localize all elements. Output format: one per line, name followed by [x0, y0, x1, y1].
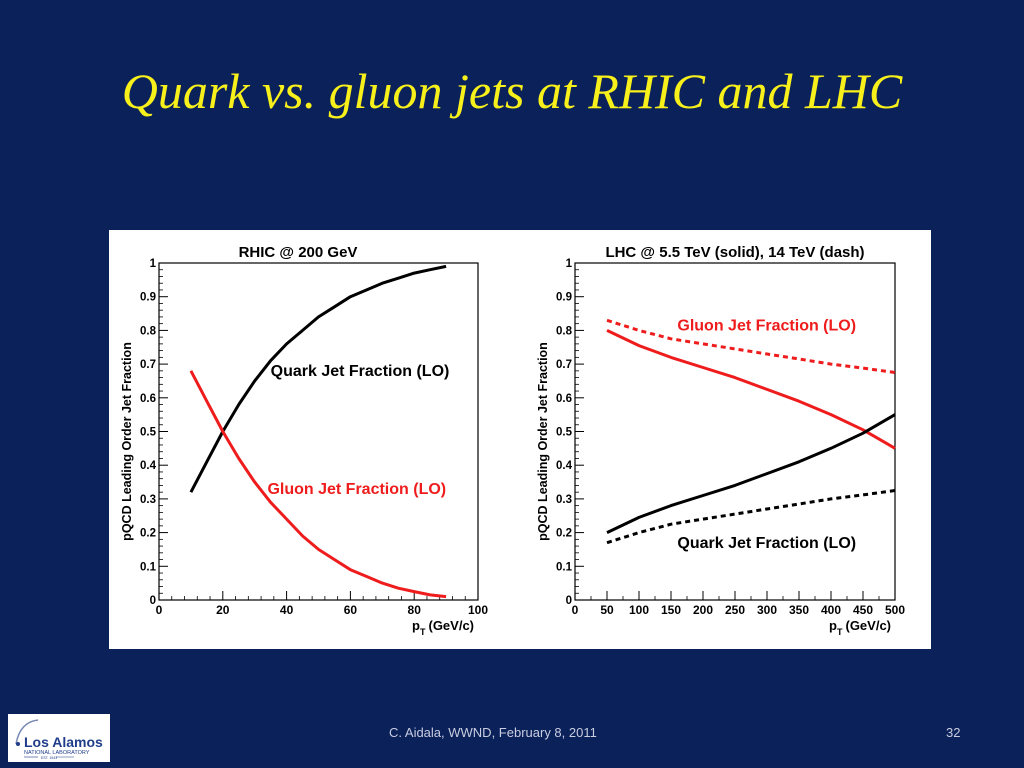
- chart-title: LHC @ 5.5 TeV (solid), 14 TeV (dash): [605, 244, 864, 261]
- logo-graphic: Los Alamos NATIONAL LABORATORY EST. 1943: [15, 719, 103, 760]
- logo-arc-icon: [15, 719, 39, 745]
- x-tick-label: 300: [757, 603, 777, 617]
- logo-text-main: Los Alamos: [24, 734, 103, 750]
- slide-title: Quark vs. gluon jets at RHIC and LHC: [121, 63, 903, 119]
- x-tick-label: 450: [853, 603, 873, 617]
- y-tick-label: 0.8: [140, 325, 157, 337]
- chart-2: 0 0.1 0.2 0.3 0.4 0.5 0.6 0.7 0.8 0.9 1 0 50 100 150 20…: [536, 244, 905, 637]
- series-line: [606, 329, 896, 450]
- x-tick-label: 60: [344, 603, 358, 617]
- y-tick-label: 0.2: [140, 528, 156, 540]
- y-tick-label: 0.1: [556, 561, 573, 573]
- series-line: [606, 318, 896, 374]
- series-annotation: Quark Jet Fraction (LO): [677, 535, 856, 552]
- y-tick-label: 0.3: [556, 494, 572, 506]
- y-tick-label: 0.1: [140, 561, 157, 573]
- y-tick-label: 0.9: [140, 292, 156, 304]
- y-tick-label: 0.8: [556, 325, 573, 337]
- x-axis-label: pT (GeV/c): [412, 618, 474, 637]
- series-line: [189, 264, 447, 493]
- x-tick-label: 40: [280, 603, 294, 617]
- x-tick-label: 100: [629, 603, 649, 617]
- logo-text-est: EST. 1943: [41, 756, 57, 760]
- figure-panel: 0 0.1 0.2 0.3 0.4 0.5 0.6 0.7 0.8 0.9 1 0 20 40 60 80 10…: [109, 230, 931, 649]
- x-tick-label: 20: [216, 603, 230, 617]
- y-tick-label: 0.5: [140, 427, 157, 439]
- y-tick-label: 0.6: [556, 393, 572, 405]
- y-tick-label: 0: [150, 595, 156, 607]
- footer-credit: C. Aidala, WWND, February 8, 2011: [389, 725, 597, 740]
- x-tick-label: 350: [789, 603, 809, 617]
- series-line: [606, 489, 896, 545]
- los-alamos-logo: Los Alamos NATIONAL LABORATORY EST. 1943: [8, 714, 110, 762]
- series-line: [606, 413, 896, 534]
- series-annotation: Gluon Jet Fraction (LO): [677, 317, 856, 334]
- y-tick-label: 0.6: [140, 393, 156, 405]
- y-tick-label: 0.4: [140, 460, 157, 472]
- logo-dot-icon: [16, 742, 20, 746]
- y-tick-label: 0: [566, 595, 572, 607]
- y-tick-label: 0.5: [556, 427, 573, 439]
- chart-title: RHIC @ 200 GeV: [239, 244, 358, 261]
- chart-1: 0 0.1 0.2 0.3 0.4 0.5 0.6 0.7 0.8 0.9 1 0 20 40 60 80 10…: [120, 244, 488, 637]
- y-tick-label: 0.3: [140, 494, 156, 506]
- y-tick-label: 0.2: [556, 528, 572, 540]
- x-tick-label: 250: [725, 603, 745, 617]
- y-tick-label: 0.4: [556, 460, 573, 472]
- series-line: [189, 370, 447, 599]
- x-axis-label: pT (GeV/c): [829, 618, 891, 637]
- y-axis-label: pQCD Leading Order Jet Fraction: [120, 342, 134, 541]
- x-tick-label: 400: [821, 603, 841, 617]
- x-tick-label: 0: [156, 603, 163, 617]
- x-tick-label: 200: [693, 603, 713, 617]
- y-tick-label: 1: [566, 258, 573, 270]
- page-number: 32: [946, 725, 961, 740]
- chart-figure: 00.10.20.30.40.50.60.70.80.910 20 40 60 80 10…: [120, 244, 905, 637]
- logo-text-sub: NATIONAL LABORATORY: [24, 750, 90, 756]
- x-tick-label: 0: [572, 603, 579, 617]
- y-tick-label: 0.7: [556, 359, 572, 371]
- y-tick-label: 0.7: [140, 359, 156, 371]
- x-tick-label: 100: [468, 603, 488, 617]
- series-annotation: Quark Jet Fraction (LO): [271, 363, 450, 380]
- y-tick-label: 1: [150, 258, 157, 270]
- x-tick-label: 500: [885, 603, 905, 617]
- x-tick-label: 50: [600, 603, 614, 617]
- x-tick-label: 80: [408, 603, 422, 617]
- y-tick-label: 0.9: [556, 292, 572, 304]
- x-tick-label: 150: [661, 603, 681, 617]
- series-annotation: Gluon Jet Fraction (LO): [267, 481, 446, 498]
- y-axis-label: pQCD Leading Order Jet Fraction: [536, 342, 550, 541]
